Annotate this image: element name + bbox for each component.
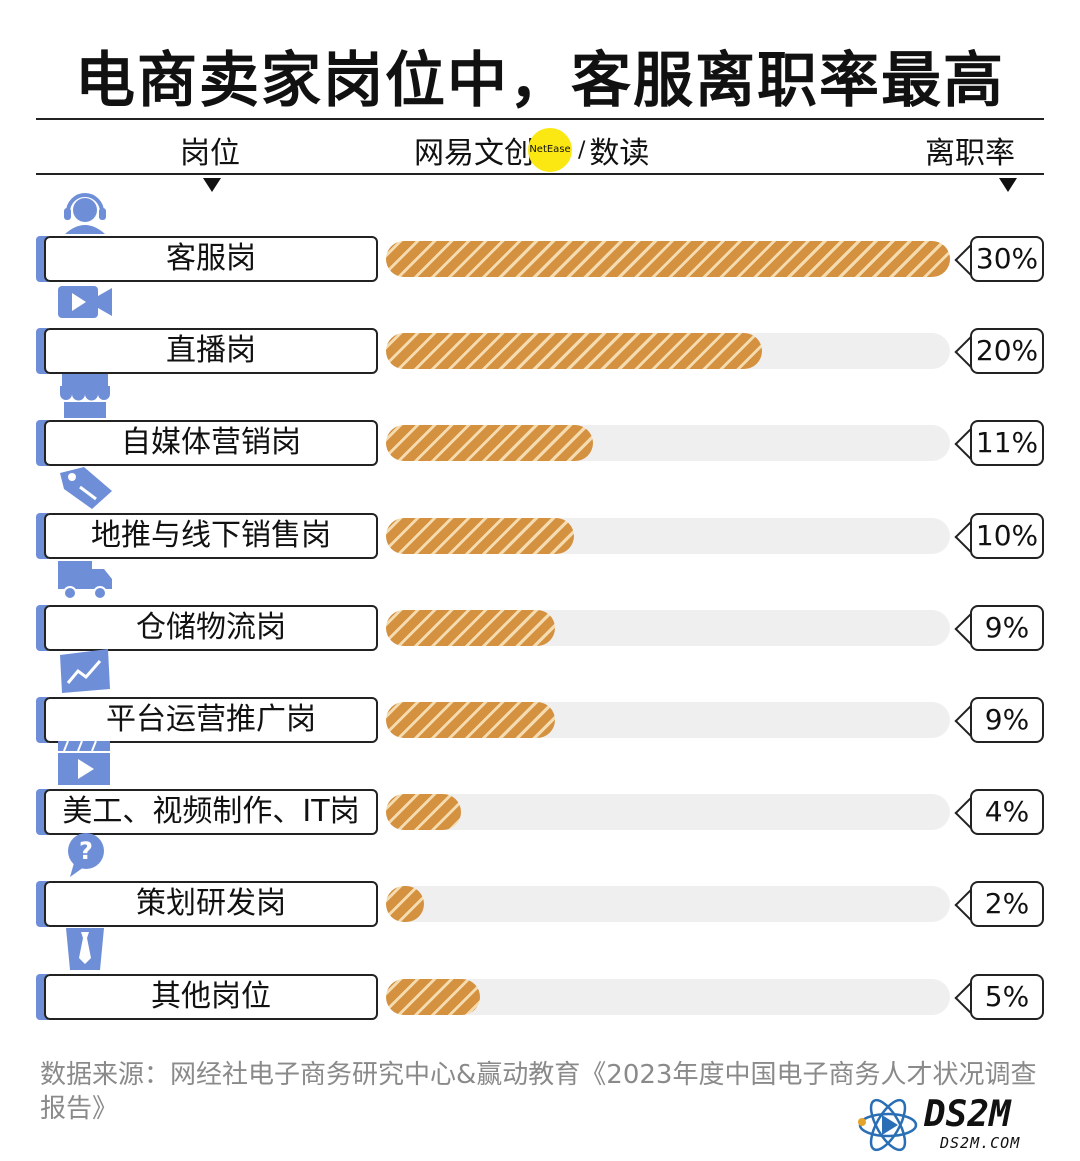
value-label: 10%: [970, 512, 1044, 559]
value-label: 9%: [970, 697, 1044, 743]
bar-row: 地推与线下销售岗 10%: [0, 463, 1080, 559]
bar-row: 其他岗位 5%: [0, 924, 1080, 1020]
bar-row: 客服岗 30%: [0, 186, 1080, 282]
bar: [386, 978, 480, 1015]
position-pointer-icon: [203, 178, 221, 192]
price-tag-icon: [56, 463, 114, 511]
bar: [386, 241, 950, 277]
value-label: 20%: [970, 328, 1044, 375]
bar-track: [386, 609, 950, 646]
trend-chart-icon: [56, 647, 114, 695]
category-label: 地推与线下销售岗: [44, 512, 378, 559]
shirt-tie-icon: [56, 924, 114, 972]
bar: [386, 425, 593, 462]
bar-track: [386, 886, 950, 923]
logo-main-text: 网易文创: [414, 136, 534, 171]
bar-row: 平台运营推广岗 9%: [0, 647, 1080, 743]
netease-badge-icon: NetEase: [528, 128, 572, 172]
chart-title: 电商卖家岗位中，客服离职率最高: [75, 46, 1005, 116]
category-label: 策划研发岗: [44, 881, 378, 928]
shop-awning-icon: [56, 370, 114, 419]
category-label: 客服岗: [44, 236, 378, 282]
bar-track: [386, 333, 950, 370]
category-label: 其他岗位: [44, 973, 378, 1020]
column-header-position: 岗位: [180, 136, 240, 171]
bar-track: [386, 702, 950, 738]
category-label: 平台运营推广岗: [44, 697, 378, 743]
value-label: 4%: [970, 789, 1044, 836]
bar-row: 仓储物流岗 9%: [0, 555, 1080, 651]
value-label: 30%: [970, 236, 1044, 282]
rate-pointer-icon: [999, 178, 1017, 192]
headset-icon: [56, 186, 114, 234]
bar-row: 美工、视频制作、IT岗 4%: [0, 739, 1080, 836]
category-label: 自媒体营销岗: [44, 420, 378, 467]
category-label: 仓储物流岗: [44, 604, 378, 651]
watermark-url: DS2M.COM: [940, 1134, 1021, 1152]
category-label: 美工、视频制作、IT岗: [44, 789, 378, 836]
bar-track: [386, 794, 950, 831]
video-camera-icon: [56, 278, 114, 326]
header-top-rule: [36, 118, 1044, 120]
value-label: 9%: [970, 604, 1044, 651]
header-bottom-rule: [36, 173, 1044, 175]
bar-track: [386, 978, 950, 1015]
bar-row: 自媒体营销岗 11%: [0, 370, 1080, 467]
bar-row: ? 策划研发岗 2%: [0, 831, 1080, 928]
value-label: 2%: [970, 881, 1044, 928]
bar: [386, 609, 556, 646]
logo-sub-text: 数读: [589, 136, 650, 171]
question-bubble-icon: ?: [56, 831, 114, 879]
bar: [386, 702, 556, 738]
column-header-rate: 离职率: [925, 136, 1015, 171]
value-label: 11%: [970, 420, 1044, 467]
bar-track: [386, 425, 950, 462]
bar: [386, 517, 574, 554]
watermark-title: DS2M: [924, 1094, 1011, 1135]
bar: [386, 886, 424, 923]
atom-logo-icon: [858, 1098, 918, 1152]
publisher-logo: 网易文创 NetEase / 数读: [414, 128, 649, 172]
watermark: DS2M DS2M.COM: [856, 1094, 1066, 1156]
bar-track: [386, 241, 950, 277]
value-label: 5%: [970, 973, 1044, 1020]
bar-row: 直播岗 20%: [0, 278, 1080, 375]
category-label: 直播岗: [44, 328, 378, 375]
delivery-truck-icon: [56, 555, 114, 603]
svg-text:?: ?: [79, 837, 93, 865]
bar-track: [386, 517, 950, 554]
video-player-icon: [56, 739, 114, 787]
bar: [386, 794, 462, 831]
bar: [386, 333, 762, 370]
source-note: 数据来源：网经社电子商务研究中心&赢动教育《2023年度中国电子商务人才状况调查…: [40, 1060, 1037, 1124]
logo-slash: /: [578, 137, 586, 163]
